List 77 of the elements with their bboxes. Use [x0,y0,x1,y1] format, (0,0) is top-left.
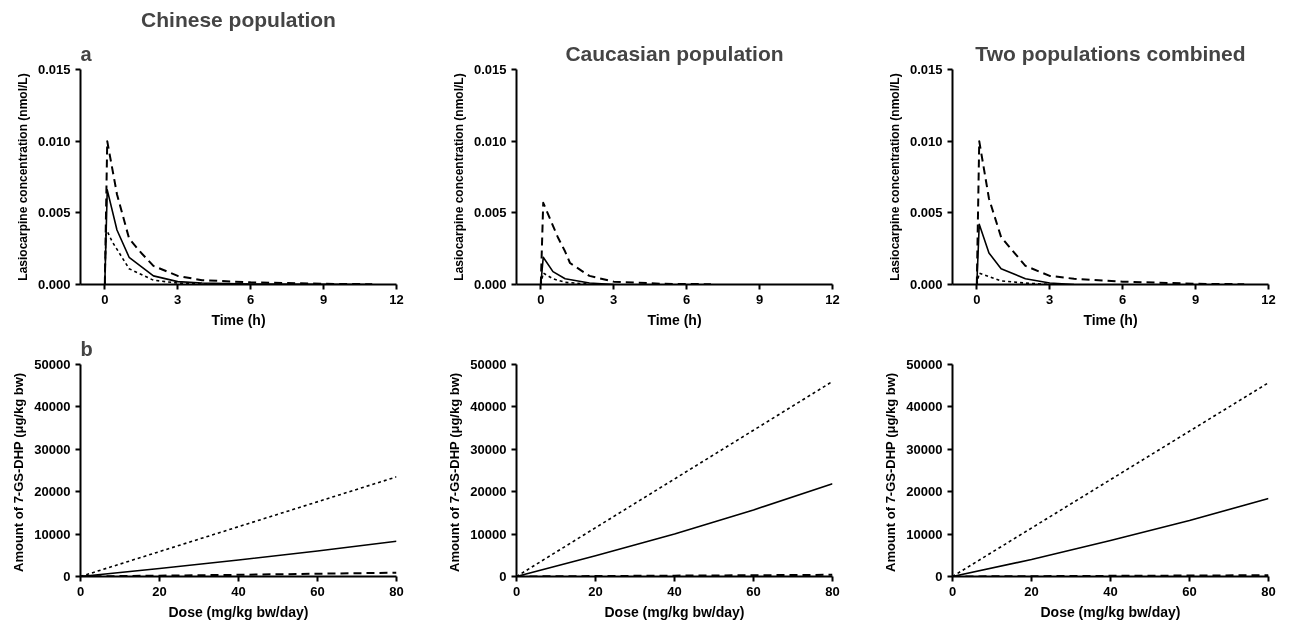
x-tick-label: 20 [1024,583,1039,599]
y-tick-label: 0.005 [37,205,71,221]
x-tick-label: 80 [1261,583,1276,599]
y-axis-title: Amount of 7-GS-DHP (μg/kg bw) [447,372,463,572]
x-tick-label: 40 [1103,583,1118,599]
y-tick-label: 0.010 [909,133,943,149]
x-tick-label: 80 [389,583,404,599]
x-axis-title: Time (h) [647,311,702,328]
x-tick-label: 12 [1261,291,1276,307]
y-tick-label: 40000 [470,399,507,415]
y-tick-label: 50000 [470,357,507,372]
y-tick-label: 40000 [906,399,943,415]
y-tick-label: 0.005 [909,205,943,221]
y-axis-title: Lasiocarpine concentration (nmol/L) [887,73,902,281]
x-axis-title: Time (h) [211,311,266,328]
x-tick-label: 20 [588,583,603,599]
y-tick-label: 20000 [906,484,943,500]
x-tick-label: 12 [389,291,404,307]
chart-title: Caucasian population [565,41,784,65]
x-tick-label: 9 [755,291,764,307]
x-axis-title: Time (h) [1083,311,1138,328]
y-tick-label: 10000 [34,526,71,542]
x-tick-label: 0 [512,583,521,599]
text: b [80,337,93,360]
y-tick-label: 20000 [470,484,507,500]
text: a [80,42,93,65]
x-tick-label: 6 [683,291,691,307]
y-tick-label: 0 [63,569,71,584]
x-tick-label: 40 [231,583,246,599]
y-tick-label: 50000 [906,357,943,372]
y-tick-label: 0.010 [37,133,71,149]
y-tick-label: 0.005 [473,205,507,221]
x-tick-label: 60 [1182,583,1197,599]
y-axis-title: Amount of 7-GS-DHP (μg/kg bw) [11,372,27,572]
y-tick-label: 50000 [34,357,71,372]
y-tick-label: 30000 [470,441,507,457]
chart-title: Chinese population [141,7,336,31]
y-tick-label: 0 [499,569,507,584]
x-tick-label: 40 [667,583,682,599]
chart-title: Two populations combined [975,41,1246,65]
y-tick-label: 0.000 [909,277,943,292]
y-tick-label: 10000 [906,526,943,542]
x-tick-label: 12 [825,291,840,307]
x-axis-title: Dose (mg/kg bw/day) [1040,603,1181,620]
x-tick-label: 0 [101,291,109,307]
y-tick-label: 40000 [34,399,71,415]
x-axis-title: Dose (mg/kg bw/day) [604,603,745,620]
y-tick-label: 0.010 [473,133,507,149]
x-tick-label: 0 [973,291,981,307]
y-tick-label: 10000 [470,526,507,542]
x-axis-title: Dose (mg/kg bw/day) [168,603,309,620]
y-tick-label: 0.000 [473,277,507,292]
y-axis-title: Lasiocarpine concentration (nmol/L) [451,73,466,281]
x-tick-label: 3 [610,291,618,307]
x-tick-label: 6 [247,291,255,307]
y-tick-label: 30000 [906,441,943,457]
y-axis-title: Amount of 7-GS-DHP (μg/kg bw) [883,372,899,572]
x-tick-label: 0 [948,583,957,599]
x-tick-label: 6 [1119,291,1127,307]
y-tick-label: 0 [935,569,943,584]
y-tick-label: 0.015 [473,62,507,77]
y-tick-label: 0.000 [37,277,71,292]
x-tick-label: 3 [174,291,182,307]
x-tick-label: 60 [746,583,761,599]
x-tick-label: 20 [152,583,167,599]
y-tick-label: 30000 [34,441,71,457]
x-tick-label: 60 [310,583,325,599]
y-tick-label: 20000 [34,484,71,500]
x-tick-label: 3 [1046,291,1054,307]
y-axis-title: Lasiocarpine concentration (nmol/L) [15,73,30,281]
x-tick-label: 9 [319,291,328,307]
x-tick-label: 80 [825,583,840,599]
x-tick-label: 0 [76,583,85,599]
x-tick-label: 9 [1191,291,1200,307]
x-tick-label: 0 [537,291,545,307]
y-tick-label: 0.015 [909,62,943,77]
y-tick-label: 0.015 [37,62,71,77]
